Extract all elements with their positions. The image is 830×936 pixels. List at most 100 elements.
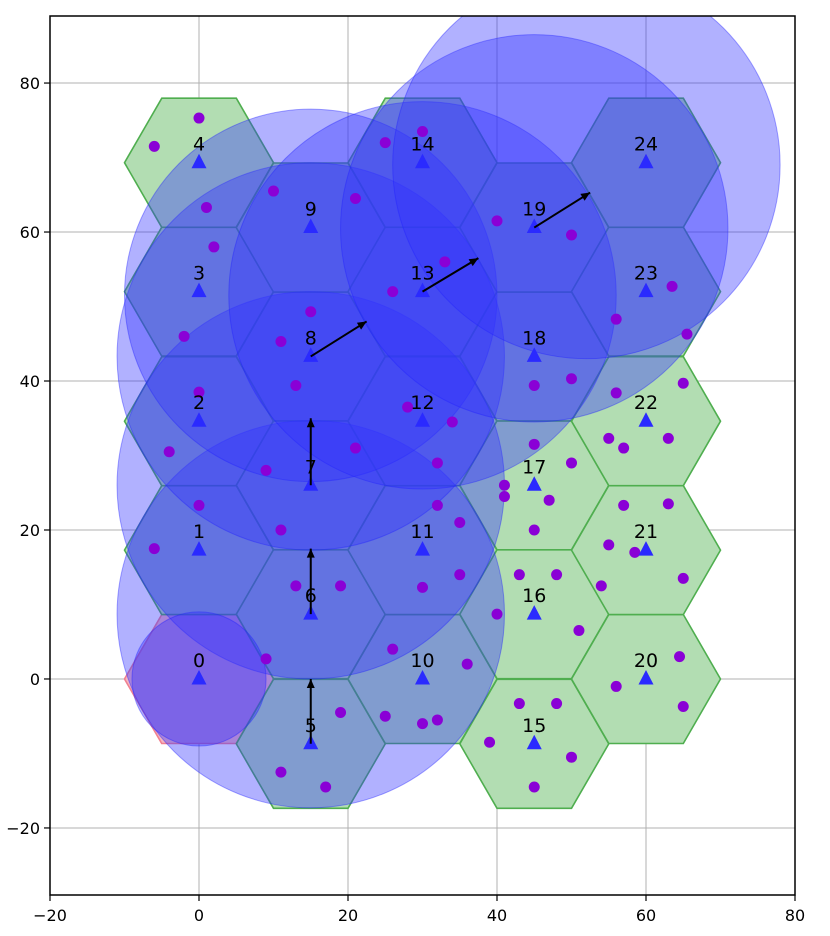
user-point	[629, 546, 641, 558]
user-point	[677, 701, 689, 713]
user-point	[677, 377, 689, 389]
user-point	[551, 569, 563, 581]
arrow-head	[306, 678, 315, 688]
cell-label-3: 3	[193, 263, 205, 285]
cell-label-19: 19	[522, 199, 546, 221]
user-point	[260, 464, 272, 476]
cell-label-15: 15	[522, 715, 546, 737]
cell-label-20: 20	[634, 650, 658, 672]
user-point	[662, 432, 674, 444]
user-point	[603, 432, 615, 444]
cell-label-10: 10	[410, 650, 434, 672]
x-tick-label: 0	[194, 906, 204, 925]
y-tick-label: 40	[20, 372, 40, 391]
user-point	[513, 569, 525, 581]
user-point	[379, 710, 391, 722]
cell-label-12: 12	[410, 392, 434, 414]
user-point	[681, 328, 693, 340]
cell-label-16: 16	[522, 585, 546, 607]
user-point	[305, 306, 317, 318]
coverage-circles	[116, 16, 781, 809]
user-point	[320, 781, 332, 793]
user-point	[461, 658, 473, 670]
movement-arrow	[421, 257, 479, 293]
user-points	[148, 112, 693, 793]
site-marker-13	[415, 282, 430, 298]
cell-label-6: 6	[305, 585, 317, 607]
site-marker-14	[415, 153, 430, 169]
cell-label-4: 4	[193, 134, 205, 156]
user-point	[513, 698, 525, 710]
cell-label-0: 0	[193, 650, 205, 672]
user-point	[566, 373, 577, 385]
cell-label-9: 9	[305, 199, 317, 221]
site-marker-24	[638, 153, 654, 169]
user-point	[566, 457, 577, 469]
user-point	[528, 438, 540, 450]
site-marker-18	[526, 347, 542, 362]
cell-label-17: 17	[522, 456, 546, 478]
cell-label-5: 5	[305, 715, 317, 737]
user-point	[491, 608, 503, 620]
movement-arrow	[310, 320, 368, 358]
user-point	[349, 193, 361, 205]
x-tick-label: −20	[33, 906, 67, 925]
site-marker-20	[638, 669, 654, 685]
user-point	[275, 766, 287, 778]
site-marker-2	[191, 412, 207, 427]
y-tick-label: 60	[20, 223, 40, 242]
x-tick-label: 80	[785, 906, 805, 925]
user-point	[379, 137, 391, 149]
user-point	[610, 387, 622, 399]
user-point	[446, 416, 458, 428]
site-marker-10	[415, 669, 430, 685]
y-tick-label: 20	[20, 521, 40, 540]
user-point	[268, 185, 279, 197]
arrow-head	[468, 258, 479, 267]
user-point	[610, 680, 622, 692]
x-tick-label: 40	[487, 906, 507, 925]
user-point	[431, 714, 443, 726]
user-point	[163, 446, 175, 458]
user-point	[677, 572, 689, 584]
hexagon-cells	[123, 97, 722, 810]
user-point	[417, 125, 428, 137]
user-point	[528, 524, 540, 536]
coverage-circle	[392, 16, 781, 360]
user-point	[148, 543, 160, 555]
arrow-head	[580, 192, 591, 201]
site-marker-16	[526, 605, 542, 620]
cell-label-8: 8	[305, 327, 317, 349]
user-point	[666, 280, 678, 292]
user-point	[200, 201, 212, 213]
cell-label-21: 21	[634, 521, 658, 543]
user-point	[454, 569, 466, 581]
y-tick-label: 80	[20, 74, 40, 93]
site-marker-15	[526, 734, 542, 750]
user-point	[662, 498, 674, 510]
user-point	[193, 499, 205, 511]
x-tick-label: 60	[636, 906, 656, 925]
user-point	[402, 401, 414, 413]
user-point	[551, 698, 563, 710]
user-point	[610, 313, 622, 325]
user-point	[566, 751, 577, 763]
site-marker-17	[526, 476, 542, 491]
user-point	[454, 517, 466, 529]
site-marker-21	[638, 541, 654, 556]
user-point	[484, 736, 496, 748]
user-point	[193, 112, 205, 124]
cell-label-18: 18	[522, 327, 546, 349]
cell-label-22: 22	[634, 392, 658, 414]
user-point	[335, 706, 347, 718]
user-point	[387, 286, 399, 298]
user-point	[431, 457, 443, 469]
user-point	[543, 494, 555, 506]
user-point	[566, 229, 577, 241]
cell-label-13: 13	[410, 263, 434, 285]
user-point	[335, 580, 347, 592]
user-point	[595, 580, 607, 592]
user-point	[528, 781, 540, 793]
user-point	[498, 479, 510, 491]
